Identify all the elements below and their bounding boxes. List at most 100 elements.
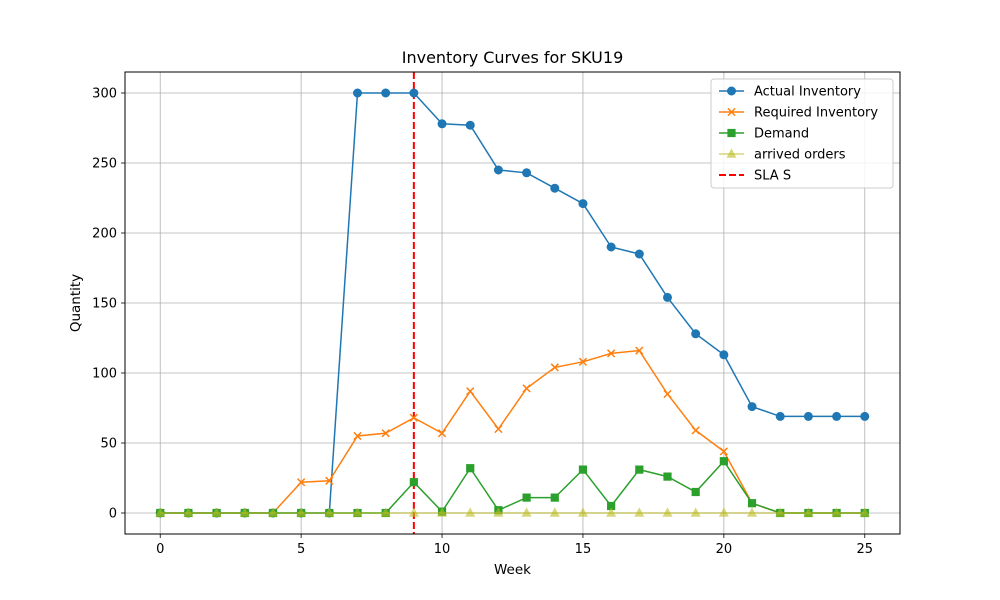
legend-entry-0: Actual Inventory: [719, 85, 861, 100]
data-point: [549, 507, 560, 517]
data-point: [718, 507, 729, 517]
legend-label: Demand: [754, 127, 809, 142]
chart-title: Inventory Curves for SKU19: [402, 48, 624, 67]
data-point: [634, 507, 645, 517]
data-point: [662, 507, 673, 517]
legend-entry-1: Required Inventory: [719, 106, 878, 121]
data-point: [353, 88, 362, 98]
data-point: [381, 88, 391, 98]
y-axis-ticks: 0 50 100 150 200 250 300: [92, 87, 125, 522]
data-point: [352, 507, 363, 517]
y-tick-label: 100: [92, 367, 117, 382]
data-point: [747, 507, 758, 517]
x-tick-label: 25: [856, 542, 873, 557]
data-point: [437, 507, 448, 517]
legend-marker: [727, 128, 736, 138]
y-tick-label: 200: [92, 227, 117, 242]
data-point: [690, 507, 701, 517]
legend-label: Required Inventory: [754, 106, 878, 121]
data-point: [577, 507, 588, 517]
y-axis-label: Quantity: [68, 274, 84, 332]
data-point: [775, 411, 785, 421]
data-point: [663, 472, 672, 481]
series-layer: [155, 88, 870, 518]
legend-label: arrived orders: [754, 148, 846, 163]
data-point: [522, 384, 531, 393]
y-tick-label: 50: [100, 437, 117, 452]
legend-marker: [726, 148, 737, 158]
data-point: [297, 478, 306, 487]
data-point: [183, 507, 194, 517]
data-point: [380, 507, 391, 517]
data-point: [663, 389, 672, 399]
data-point: [803, 507, 814, 517]
data-point: [409, 88, 419, 98]
data-point: [493, 165, 503, 175]
data-point: [747, 402, 757, 412]
data-point: [691, 329, 701, 339]
data-point: [466, 387, 475, 396]
data-point: [408, 507, 419, 517]
legend-label: Actual Inventory: [754, 85, 861, 100]
legend-entry-4: SLA S: [719, 169, 791, 184]
data-point: [634, 249, 644, 259]
data-point: [635, 465, 644, 474]
data-point: [578, 199, 588, 209]
data-point: [691, 487, 700, 497]
x-tick-label: 20: [716, 542, 733, 557]
data-point: [155, 507, 166, 517]
data-point: [606, 242, 616, 252]
data-point: [325, 476, 334, 485]
legend-marker: [727, 86, 736, 96]
data-point: [493, 507, 504, 517]
data-point: [353, 431, 362, 441]
y-tick-label: 0: [109, 507, 117, 522]
data-point: [578, 465, 588, 474]
data-point: [437, 429, 447, 438]
data-point: [832, 411, 842, 421]
x-axis-label: Week: [494, 562, 531, 578]
data-point: [606, 507, 617, 517]
data-point: [409, 478, 418, 487]
series-3: [155, 507, 870, 517]
y-tick-label: 300: [92, 87, 117, 102]
data-point: [691, 426, 700, 435]
data-point: [239, 507, 250, 517]
x-axis-ticks: 0 5 10 15 20 25: [156, 534, 873, 557]
data-point: [860, 411, 870, 421]
x-tick-label: 0: [156, 542, 164, 557]
data-point: [775, 507, 786, 517]
data-point: [494, 424, 503, 434]
data-point: [381, 429, 390, 438]
data-point: [267, 507, 278, 517]
data-point: [550, 363, 559, 372]
data-point: [437, 119, 447, 129]
legend-entry-3: arrived orders: [719, 148, 846, 163]
legend-entry-2: Demand: [719, 127, 809, 142]
data-point: [635, 346, 644, 355]
x-tick-label: 5: [297, 542, 305, 557]
data-point: [522, 168, 532, 178]
data-point: [719, 350, 729, 360]
data-point: [324, 507, 335, 517]
x-tick-label: 15: [575, 542, 592, 557]
y-tick-label: 150: [92, 297, 117, 312]
y-tick-label: 250: [92, 157, 117, 172]
data-point: [859, 507, 870, 517]
data-point: [211, 507, 222, 517]
x-tick-label: 10: [434, 542, 451, 557]
data-point: [747, 499, 757, 508]
data-point: [466, 464, 475, 473]
data-point: [831, 507, 842, 517]
data-point: [719, 447, 728, 456]
data-point: [803, 411, 813, 421]
data-point: [521, 507, 532, 517]
legend-box: [710, 78, 894, 189]
data-point: [607, 349, 616, 358]
legend-marker: [727, 107, 736, 117]
data-point: [465, 120, 475, 130]
legend-label: SLA S: [754, 169, 791, 184]
data-point: [296, 507, 307, 517]
data-point: [550, 183, 560, 193]
data-point: [663, 292, 672, 302]
